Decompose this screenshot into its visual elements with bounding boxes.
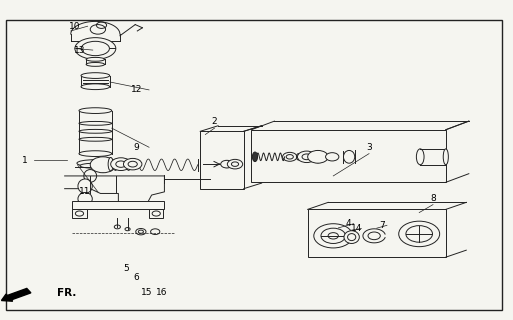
Text: 5: 5	[123, 264, 129, 273]
Circle shape	[90, 157, 116, 173]
Ellipse shape	[80, 163, 111, 168]
Bar	[251, 130, 446, 182]
Text: 13: 13	[74, 45, 86, 55]
Bar	[308, 209, 446, 257]
Text: 9: 9	[133, 143, 139, 152]
Ellipse shape	[78, 193, 92, 205]
Circle shape	[124, 158, 142, 170]
Text: 3: 3	[366, 143, 372, 152]
Ellipse shape	[443, 149, 448, 165]
Ellipse shape	[86, 57, 105, 61]
Circle shape	[326, 153, 339, 161]
Bar	[149, 209, 163, 218]
Text: 7: 7	[379, 221, 385, 230]
Circle shape	[221, 160, 233, 168]
Ellipse shape	[78, 179, 92, 193]
Ellipse shape	[90, 25, 106, 34]
Circle shape	[406, 226, 432, 242]
Text: FR.: FR.	[57, 288, 76, 298]
Text: 8: 8	[430, 194, 436, 203]
Text: 6: 6	[133, 273, 139, 282]
Circle shape	[399, 221, 440, 247]
Text: 16: 16	[156, 288, 168, 297]
Ellipse shape	[100, 157, 106, 172]
Bar	[200, 131, 244, 189]
Text: 4: 4	[346, 219, 351, 228]
Ellipse shape	[79, 151, 112, 156]
Text: 15: 15	[141, 288, 152, 297]
Bar	[72, 209, 87, 218]
Ellipse shape	[344, 231, 359, 244]
Text: 12: 12	[131, 85, 142, 94]
Ellipse shape	[81, 73, 110, 78]
Text: 14: 14	[350, 224, 362, 233]
Ellipse shape	[225, 161, 229, 168]
Circle shape	[314, 224, 352, 248]
Circle shape	[227, 159, 243, 169]
Ellipse shape	[81, 84, 110, 90]
Ellipse shape	[297, 154, 301, 160]
Ellipse shape	[344, 150, 354, 163]
Ellipse shape	[75, 38, 116, 59]
Text: 2: 2	[212, 117, 218, 126]
Circle shape	[283, 152, 297, 161]
Ellipse shape	[77, 160, 114, 167]
Ellipse shape	[108, 157, 113, 171]
Text: 1: 1	[23, 156, 28, 164]
FancyArrow shape	[2, 288, 31, 301]
Bar	[72, 201, 164, 209]
Circle shape	[308, 150, 328, 163]
Circle shape	[298, 151, 316, 163]
Text: 11: 11	[80, 188, 91, 196]
Circle shape	[368, 232, 380, 240]
Circle shape	[111, 158, 131, 171]
Ellipse shape	[314, 151, 322, 163]
Ellipse shape	[84, 170, 96, 182]
Text: 10: 10	[69, 22, 81, 31]
Ellipse shape	[252, 152, 258, 162]
Circle shape	[321, 228, 346, 244]
Ellipse shape	[81, 41, 109, 56]
Ellipse shape	[79, 108, 112, 114]
Ellipse shape	[86, 62, 105, 66]
Ellipse shape	[417, 149, 424, 165]
